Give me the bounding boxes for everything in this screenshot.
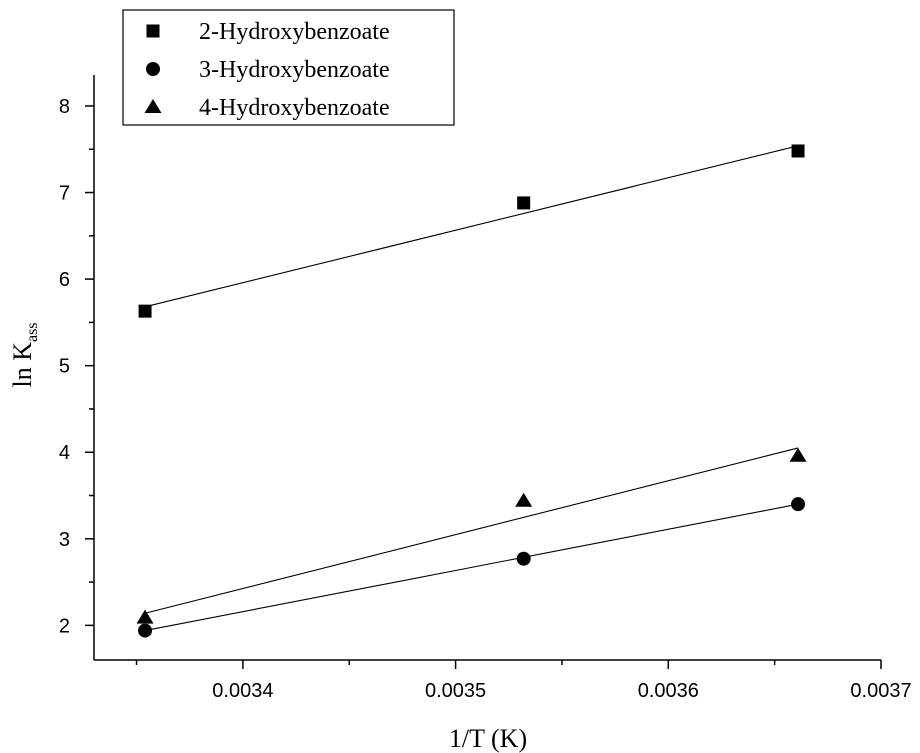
svg-text:ln Kass: ln Kass: [8, 322, 41, 387]
legend-label: 3-Hydroxybenzoate: [199, 57, 390, 83]
legend-marker-circle: [146, 62, 160, 76]
x-tick-label: 0.0037: [850, 680, 911, 702]
y-tick-label: 8: [59, 96, 70, 118]
legend: 2-Hydroxybenzoate 3-Hydroxybenzoate 4-Hydr…: [122, 9, 455, 126]
y-tick-label: 5: [59, 356, 70, 378]
data-point-circle: [791, 497, 806, 512]
y-tick-label: 7: [59, 183, 70, 205]
legend-label: 2-Hydroxybenzoate: [199, 19, 390, 45]
data-point-square: [791, 144, 805, 158]
y-axis-title-main: ln K: [8, 342, 37, 388]
legend-marker-triangle: [144, 99, 162, 113]
y-tick-label: 4: [59, 442, 70, 464]
data-point-triangle: [136, 609, 154, 624]
data-markers: [136, 144, 807, 638]
data-point-square: [138, 304, 152, 318]
data-point-square: [517, 196, 531, 210]
y-axis-title: ln Kass: [8, 322, 41, 387]
x-axis-ticks: 0.0034 0.0035 0.0036 0.0037: [135, 660, 912, 702]
fit-lines: [144, 145, 799, 632]
data-point-circle: [516, 551, 531, 566]
legend-label: 4-Hydroxybenzoate: [199, 95, 390, 121]
data-point-circle: [138, 623, 153, 638]
y-tick-label: 6: [59, 269, 70, 291]
legend-marker-square: [146, 24, 160, 38]
y-axis-ticks: 2 3 4 5 6 7 8: [59, 96, 94, 637]
data-point-triangle: [789, 447, 807, 462]
plot-area: 0.0034 0.0035 0.0036 0.0037 2 3 4 5 6 7 8: [59, 75, 912, 702]
fit-line-circle: [144, 503, 799, 632]
x-tick-label: 0.0034: [212, 680, 273, 702]
x-tick-label: 0.0036: [638, 680, 699, 702]
fit-line-triangle: [144, 447, 799, 614]
y-axis-title-subscript: ass: [24, 322, 41, 342]
y-tick-label: 2: [59, 615, 70, 637]
x-axis-title: 1/T (K): [449, 724, 527, 753]
legend-box: [122, 9, 455, 126]
data-point-triangle: [515, 492, 533, 507]
fit-line-square: [144, 145, 799, 308]
y-tick-label: 3: [59, 529, 70, 551]
x-tick-label: 0.0035: [425, 680, 486, 702]
